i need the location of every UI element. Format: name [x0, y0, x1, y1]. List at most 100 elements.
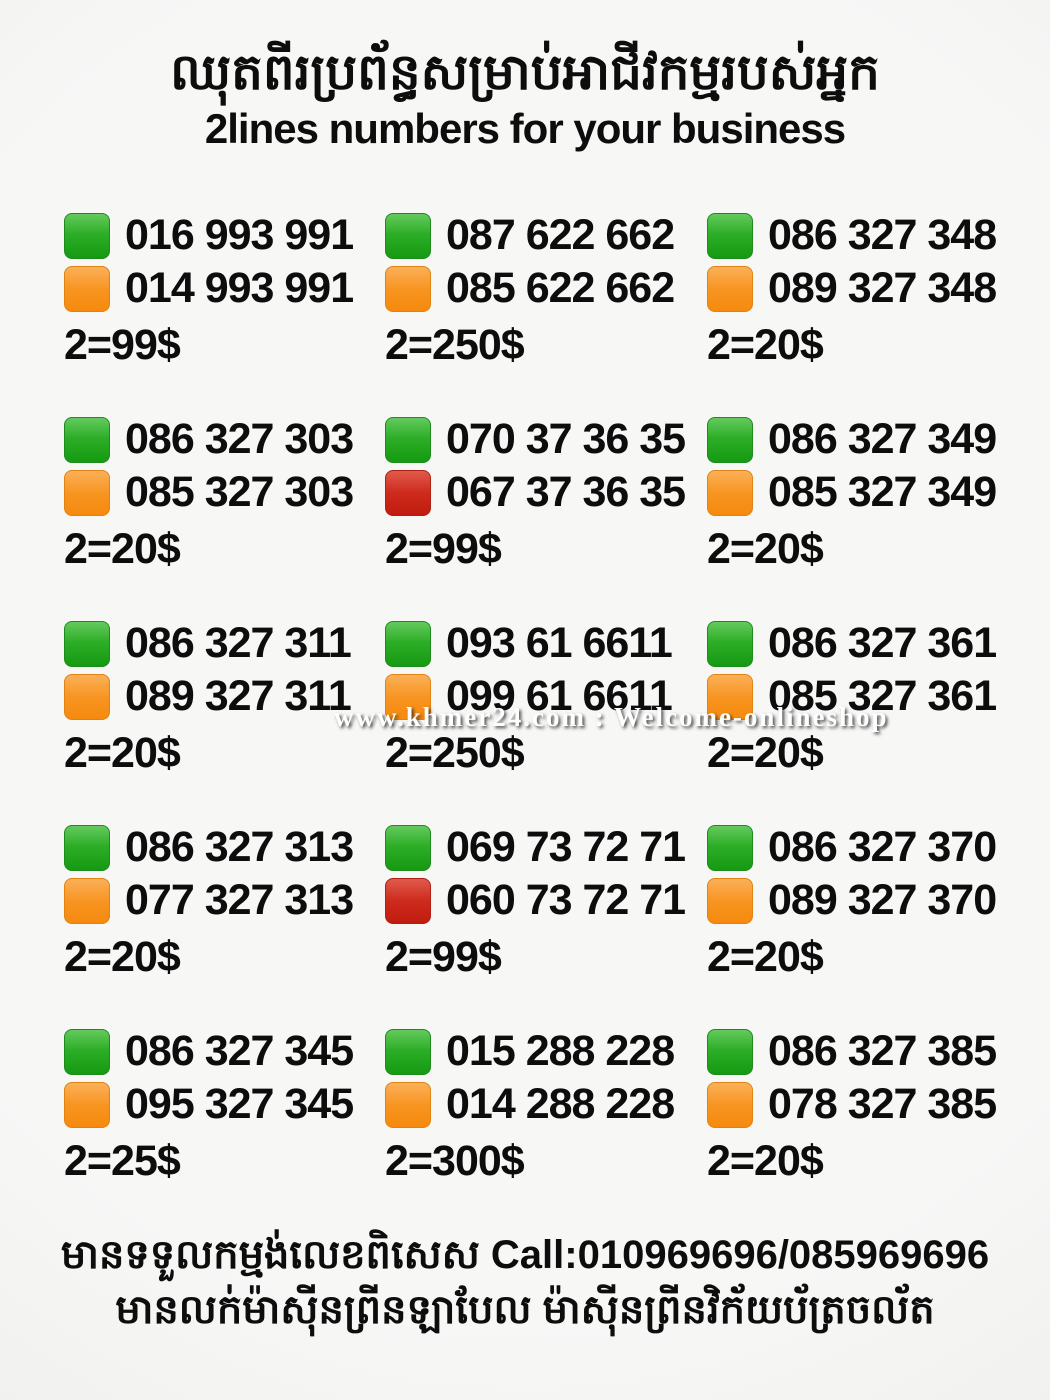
- phone-number: 086 327 303: [125, 415, 354, 464]
- listing-cell: 093 61 6611 099 61 6611 2=250$: [385, 617, 707, 777]
- green-square-icon: [64, 212, 110, 259]
- listing-cell: 016 993 991 014 993 991 2=99$: [64, 209, 385, 369]
- orange-square-icon: [707, 469, 753, 516]
- phone-number: 086 327 385: [768, 1027, 997, 1076]
- phone-number: 015 288 228: [446, 1027, 675, 1076]
- price-label: 2=20$: [707, 525, 824, 574]
- listing-cell: 086 327 370 089 327 370 2=20$: [707, 821, 1028, 981]
- number-line: 015 288 228: [385, 1025, 707, 1078]
- listing-cell: 086 327 348 089 327 348 2=20$: [707, 209, 1028, 369]
- listing-cell: 086 327 313 077 327 313 2=20$: [64, 821, 385, 981]
- green-square-icon: [707, 824, 753, 871]
- orange-square-icon: [707, 265, 753, 312]
- number-line: 086 327 303: [64, 413, 385, 466]
- listing-cell: 015 288 228 014 288 228 2=300$: [385, 1025, 707, 1185]
- price-label: 2=99$: [385, 525, 502, 574]
- number-line: 086 327 349: [707, 413, 1028, 466]
- price-label: 2=20$: [64, 933, 181, 982]
- green-square-icon: [707, 416, 753, 463]
- price-label: 2=20$: [707, 321, 824, 370]
- phone-number: 089 327 348: [768, 264, 997, 313]
- phone-number: 086 327 361: [768, 619, 997, 668]
- price-label: 2=20$: [64, 729, 181, 778]
- red-square-icon: [385, 877, 431, 924]
- green-square-icon: [385, 416, 431, 463]
- green-square-icon: [707, 1028, 753, 1075]
- orange-square-icon: [707, 1081, 753, 1128]
- listings-grid: 016 993 991 014 993 991 2=99$ 087 622 66…: [0, 209, 1050, 1185]
- number-line: 014 288 228: [385, 1078, 707, 1131]
- orange-square-icon: [707, 877, 753, 924]
- green-square-icon: [385, 212, 431, 259]
- phone-number: 085 327 361: [768, 672, 997, 721]
- number-line: 086 327 385: [707, 1025, 1028, 1078]
- green-square-icon: [385, 620, 431, 667]
- phone-number: 095 327 345: [125, 1080, 354, 1129]
- price-label: 2=20$: [707, 933, 824, 982]
- orange-square-icon: [707, 673, 753, 720]
- orange-square-icon: [385, 673, 431, 720]
- footer-order-call-line: មានទទួលកម្មង់លេខពិសេស Call:010969696/085…: [60, 1233, 990, 1277]
- orange-square-icon: [64, 877, 110, 924]
- price-label: 2=20$: [707, 729, 824, 778]
- green-square-icon: [385, 824, 431, 871]
- number-line: 086 327 345: [64, 1025, 385, 1078]
- phone-number: 086 327 349: [768, 415, 997, 464]
- price-label: 2=25$: [64, 1137, 181, 1186]
- price-label: 2=20$: [707, 1137, 824, 1186]
- orange-square-icon: [64, 673, 110, 720]
- green-square-icon: [64, 1028, 110, 1075]
- green-square-icon: [64, 416, 110, 463]
- phone-number: 093 61 6611: [446, 619, 673, 668]
- phone-number: 086 327 313: [125, 823, 354, 872]
- listing-cell: 087 622 662 085 622 662 2=250$: [385, 209, 707, 369]
- number-line: 077 327 313: [64, 874, 385, 927]
- price-label: 2=20$: [64, 525, 181, 574]
- number-line: 069 73 72 71: [385, 821, 707, 874]
- header: ឈុតពីរប្រព័ន្ធសម្រាប់អាជីវកម្មរបស់អ្នក 2…: [0, 0, 1050, 153]
- orange-square-icon: [64, 469, 110, 516]
- title-khmer: ឈុតពីរប្រព័ន្ធសម្រាប់អាជីវកម្មរបស់អ្នក: [170, 44, 880, 100]
- green-square-icon: [707, 212, 753, 259]
- number-line: 086 327 311: [64, 617, 385, 670]
- phone-number: 070 37 36 35: [446, 415, 686, 464]
- listing-cell: 069 73 72 71 060 73 72 71 2=99$: [385, 821, 707, 981]
- number-line: 086 327 361: [707, 617, 1028, 670]
- phone-number: 089 327 311: [125, 672, 352, 721]
- listing-cell: 086 327 345 095 327 345 2=25$: [64, 1025, 385, 1185]
- listing-cell: 086 327 385 078 327 385 2=20$: [707, 1025, 1028, 1185]
- number-line: 085 327 361: [707, 670, 1028, 723]
- phone-number: 060 73 72 71: [446, 876, 686, 925]
- phone-number: 016 993 991: [125, 211, 354, 260]
- number-line: 089 327 348: [707, 262, 1028, 315]
- number-line: 093 61 6611: [385, 617, 707, 670]
- footer-printer-sale-line: មានលក់ម៉ាស៊ីនព្រីនឡាបែល ម៉ាស៊ីនព្រីនវិក័…: [115, 1288, 935, 1332]
- footer: មានទទួលកម្មង់លេខពិសេស Call:010969696/085…: [0, 1228, 1050, 1338]
- phone-number: 099 61 6611: [446, 672, 673, 721]
- phone-number: 085 327 303: [125, 468, 354, 517]
- price-label: 2=99$: [64, 321, 181, 370]
- listing-cell: 086 327 303 085 327 303 2=20$: [64, 413, 385, 573]
- phone-number: 014 288 228: [446, 1080, 675, 1129]
- phone-number: 086 327 370: [768, 823, 997, 872]
- number-line: 067 37 36 35: [385, 466, 707, 519]
- phone-number: 087 622 662: [446, 211, 675, 260]
- phone-number: 089 327 370: [768, 876, 997, 925]
- phone-number: 085 622 662: [446, 264, 675, 313]
- phone-number: 086 327 311: [125, 619, 352, 668]
- green-square-icon: [385, 1028, 431, 1075]
- number-line: 095 327 345: [64, 1078, 385, 1131]
- number-line: 089 327 370: [707, 874, 1028, 927]
- listing-cell: 086 327 361 085 327 361 2=20$: [707, 617, 1028, 777]
- green-square-icon: [64, 824, 110, 871]
- orange-square-icon: [385, 1081, 431, 1128]
- number-line: 085 327 349: [707, 466, 1028, 519]
- number-line: 085 327 303: [64, 466, 385, 519]
- price-label: 2=300$: [385, 1137, 525, 1186]
- phone-number: 086 327 345: [125, 1027, 354, 1076]
- number-line: 099 61 6611: [385, 670, 707, 723]
- number-line: 087 622 662: [385, 209, 707, 262]
- phone-number: 014 993 991: [125, 264, 354, 313]
- phone-number: 077 327 313: [125, 876, 354, 925]
